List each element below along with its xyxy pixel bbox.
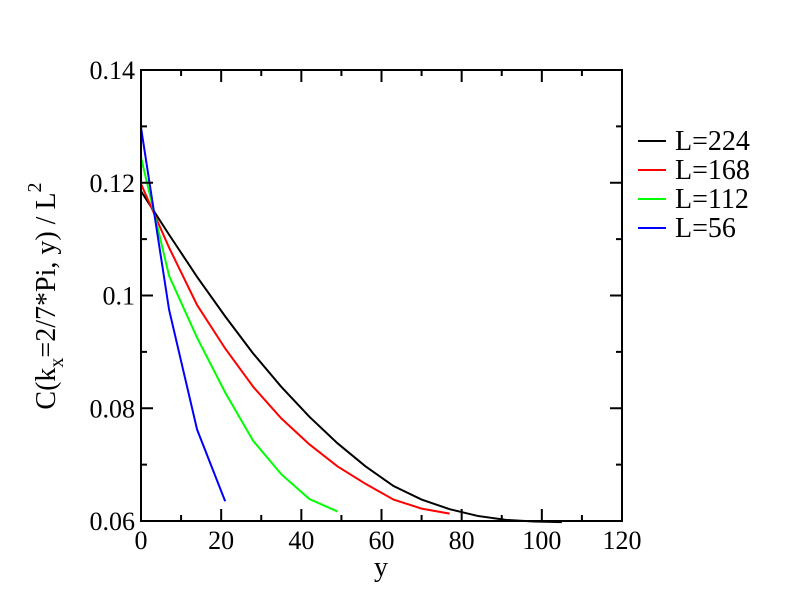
series-line-1 <box>140 183 450 515</box>
y-tick-label: 0.1 <box>103 282 136 311</box>
legend-label-1: L=168 <box>675 155 750 186</box>
y-tick-label: 0.06 <box>90 507 136 536</box>
series-line-3 <box>140 127 227 502</box>
y-tick-label: 0.12 <box>90 169 136 198</box>
legend-label-3: L=56 <box>675 213 736 244</box>
x-tick-label: 120 <box>603 526 642 555</box>
x-axis-title: y <box>374 552 388 583</box>
ticks-layer: 0 20 40 60 80 100 120 0.06 0.08 0.1 0.12 0.14 <box>90 56 642 555</box>
y-axis-title-sup: 2 <box>24 182 46 192</box>
y-axis-title-prefix: C(k <box>31 368 62 410</box>
legend-label-2: L=112 <box>675 184 749 215</box>
series-layer <box>140 127 562 524</box>
x-tick-label: 100 <box>522 526 561 555</box>
x-tick-label: 0 <box>135 526 148 555</box>
y-axis-title: C(kx=2/7*Pi, y) / L2 <box>24 182 68 409</box>
x-tick-label: 40 <box>288 526 314 555</box>
x-tick-label: 20 <box>208 526 234 555</box>
series-line-2 <box>140 157 338 513</box>
series-line-0 <box>140 190 562 524</box>
plot-frame <box>140 69 623 522</box>
legend-label-0: L=224 <box>675 126 750 157</box>
y-tick-label: 0.08 <box>90 394 136 423</box>
y-tick-label: 0.14 <box>90 56 136 85</box>
y-axis-title-mid: =2/7*Pi, y) / L <box>31 192 62 357</box>
x-tick-label: 80 <box>449 526 475 555</box>
y-axis-title-sub: x <box>46 358 68 368</box>
x-tick-label: 60 <box>369 526 395 555</box>
